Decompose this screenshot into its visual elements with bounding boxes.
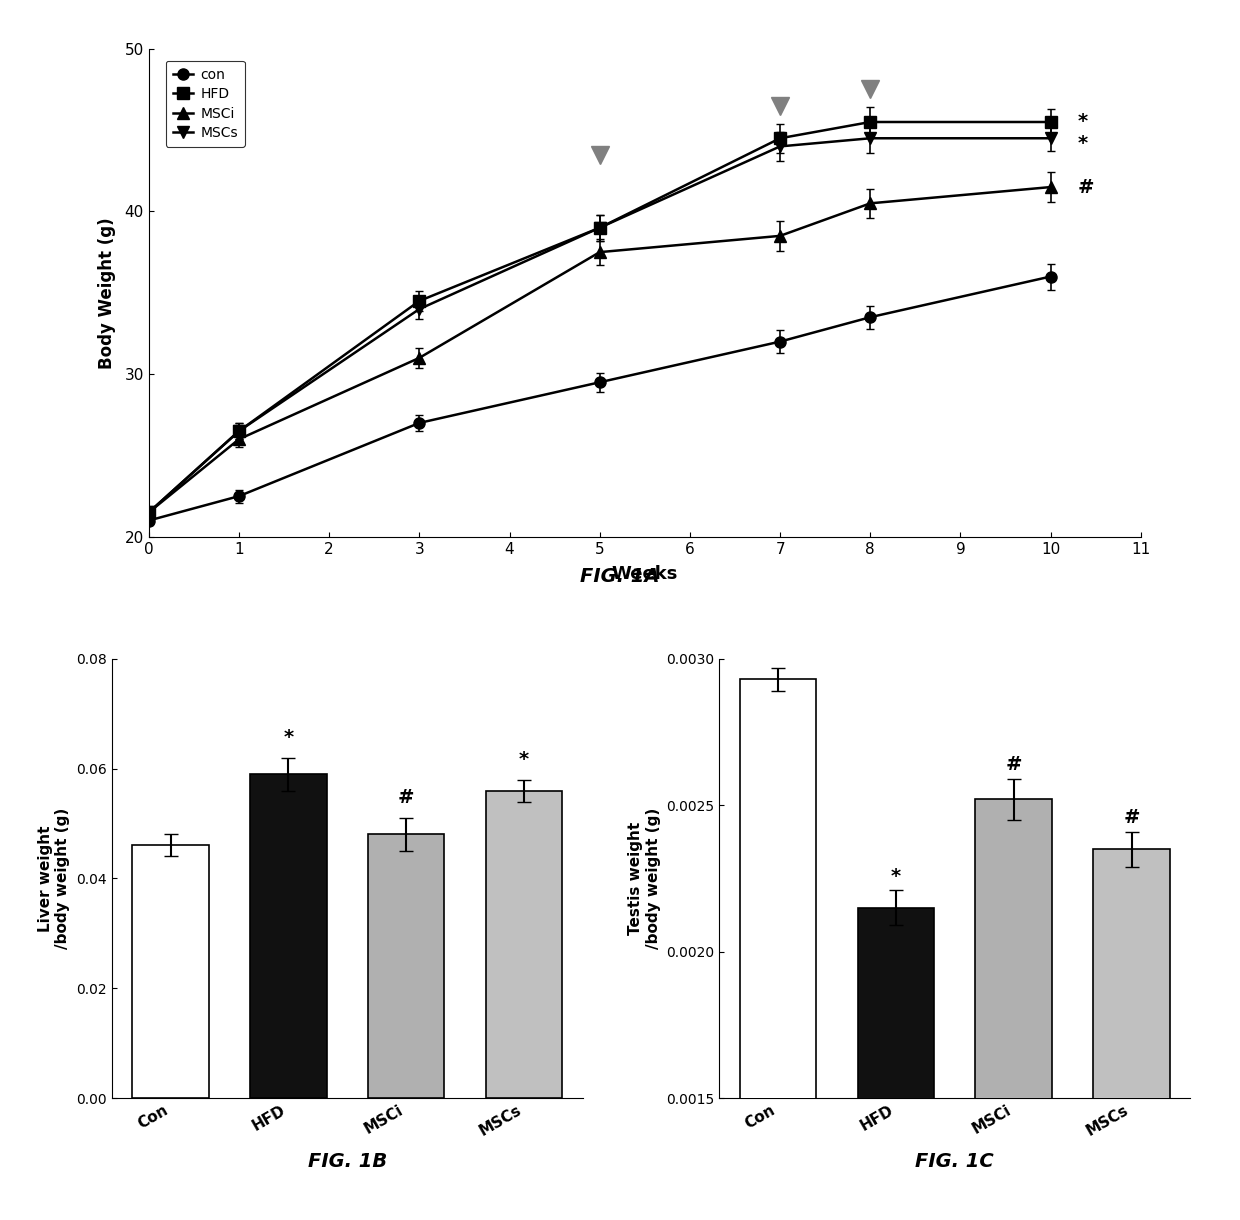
Text: *: * xyxy=(890,866,901,886)
X-axis label: Weeks: Weeks xyxy=(611,565,678,583)
Text: #: # xyxy=(1123,808,1140,827)
Bar xyxy=(858,908,934,1220)
Y-axis label: Liver weight
/body weight (g): Liver weight /body weight (g) xyxy=(38,808,71,949)
Bar xyxy=(133,845,208,1098)
Text: FIG. 1C: FIG. 1C xyxy=(915,1152,994,1171)
Text: *: * xyxy=(1078,112,1087,132)
Text: *: * xyxy=(283,727,294,747)
Y-axis label: Testis weight
/body weight (g): Testis weight /body weight (g) xyxy=(629,808,661,949)
Bar xyxy=(740,680,816,1220)
Y-axis label: Body Weight (g): Body Weight (g) xyxy=(98,217,117,368)
Text: *: * xyxy=(518,749,529,769)
Text: #: # xyxy=(1078,178,1094,196)
Text: #: # xyxy=(1006,755,1022,775)
Text: FIG. 1B: FIG. 1B xyxy=(308,1152,387,1171)
Bar xyxy=(1094,849,1169,1220)
Bar xyxy=(976,799,1052,1220)
Bar xyxy=(368,834,444,1098)
Bar xyxy=(250,775,326,1098)
Bar xyxy=(486,791,562,1098)
Text: FIG. 1A: FIG. 1A xyxy=(580,567,660,587)
Text: #: # xyxy=(398,788,414,808)
Text: *: * xyxy=(1078,134,1087,152)
Legend: con, HFD, MSCi, MSCs: con, HFD, MSCi, MSCs xyxy=(166,61,246,148)
